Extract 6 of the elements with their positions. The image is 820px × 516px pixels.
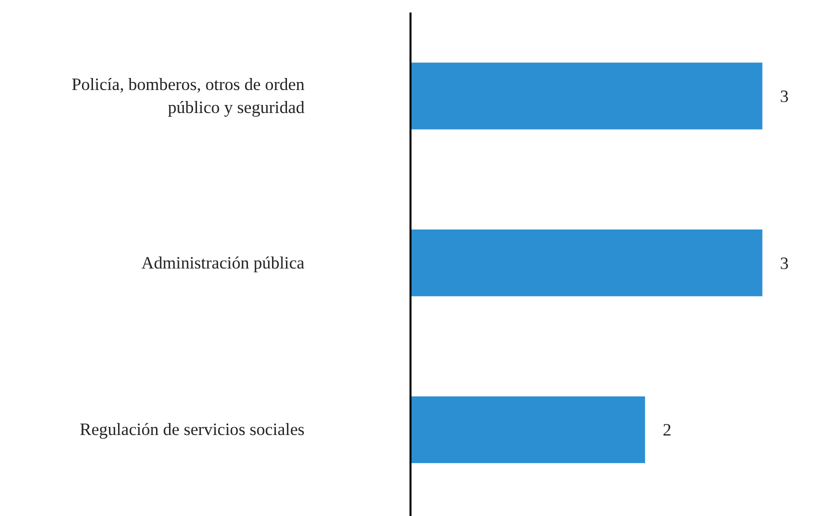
data-label: 2 bbox=[662, 420, 672, 440]
y-tick-label: Administración pública bbox=[141, 253, 305, 272]
data-label: 3 bbox=[780, 86, 789, 106]
data-label: 3 bbox=[780, 254, 789, 273]
y-tick-label: Policía, bomberos, otros de orden público y seguridad bbox=[72, 75, 305, 117]
y-tick-label: Regulación de servicios sociales bbox=[80, 420, 305, 440]
